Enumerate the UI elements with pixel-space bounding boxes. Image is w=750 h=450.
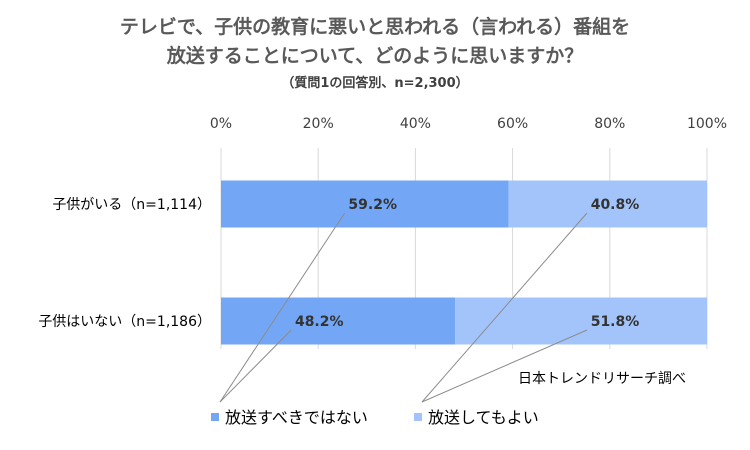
chart-subtitle: （質問1の回答別、n=2,300）: [281, 76, 469, 91]
bar-segment: [508, 180, 707, 228]
bar-segment: [455, 297, 707, 345]
x-tick-label: 100%: [687, 116, 727, 132]
x-tick-label: 20%: [303, 116, 334, 132]
x-tick-label: 40%: [400, 116, 431, 132]
x-tick-label: 0%: [210, 116, 232, 132]
category-label: 子供はいない（n=1,186）: [38, 314, 211, 330]
bars: [221, 180, 707, 345]
x-axis-ticks: 0% 20% 40% 60% 80% 100%: [210, 116, 727, 132]
chart-title-line1: テレビで、子供の教育に悪いと思われる（言われる）番組を: [119, 16, 631, 38]
leader-line: [219, 212, 346, 403]
data-label: 59.2%: [348, 197, 397, 213]
legend-label: 放送してもよい: [428, 408, 539, 427]
legend-swatch: [414, 413, 422, 421]
legend-leader-lines: [219, 212, 588, 403]
leader-line: [421, 329, 588, 403]
x-tick-label: 60%: [497, 116, 528, 132]
category-label: 子供がいる（n=1,114）: [52, 197, 211, 213]
leader-line: [219, 329, 292, 403]
legend: 放送すべきではない 放送してもよい: [211, 408, 539, 427]
bar-segment: [221, 180, 509, 228]
x-tick-label: 80%: [594, 116, 625, 132]
source-note: 日本トレンドリサーチ調べ: [518, 371, 686, 387]
bar-segment: [221, 297, 456, 345]
data-label: 40.8%: [591, 197, 640, 213]
data-label: 48.2%: [295, 314, 344, 330]
data-labels: 59.2% 40.8% 48.2% 51.8%: [295, 197, 639, 330]
legend-label: 放送すべきではない: [225, 408, 368, 427]
leader-line: [421, 212, 588, 403]
chart-title-line2: 放送することについて、どのように思いますか？: [166, 45, 584, 67]
legend-swatch: [211, 413, 219, 421]
category-labels: 子供がいる（n=1,114） 子供はいない（n=1,186）: [38, 197, 211, 330]
data-label: 51.8%: [591, 314, 640, 330]
